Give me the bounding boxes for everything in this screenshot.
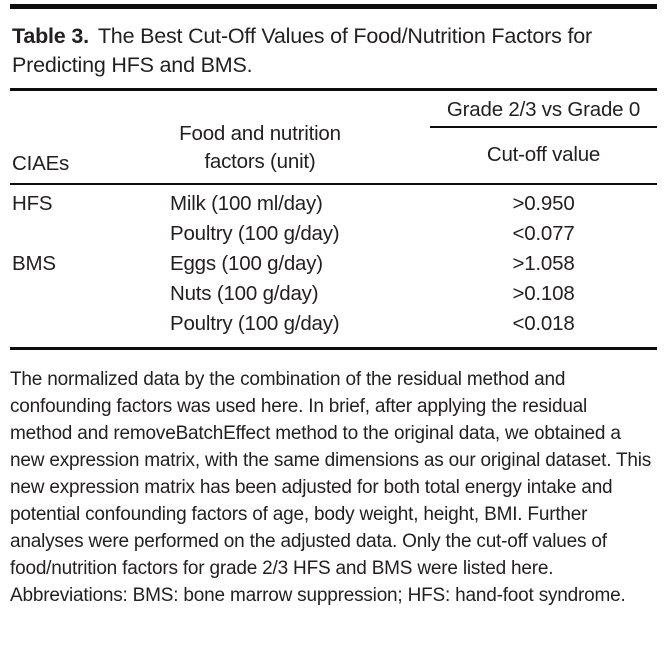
cell-factor: Poultry (100 g/day) — [170, 312, 340, 335]
grade-underline-rule — [430, 125, 657, 128]
cell-ciae: HFS — [12, 192, 53, 215]
column-header-factors-line2: factors (unit) — [204, 149, 316, 173]
cell-factor: Milk (100 ml/day) — [170, 192, 323, 215]
header-rule — [10, 182, 657, 185]
table-footnotes: The normalized data by the combination o… — [10, 366, 654, 609]
footnote-text: The normalized data by the combination o… — [10, 368, 652, 579]
table-title: Table 3. The Best Cut-Off Values of Food/… — [12, 22, 612, 79]
abbreviations-text: Abbreviations: BMS: bone marrow suppress… — [10, 584, 626, 606]
top-rule — [10, 4, 657, 9]
cell-cutoff: <0.077 — [512, 222, 575, 245]
body-rule — [10, 347, 657, 350]
table-row: Poultry (100 g/day) <0.077 — [10, 219, 657, 249]
title-rule — [10, 88, 657, 91]
cell-cutoff: >0.108 — [512, 282, 575, 305]
table-title-text: The Best Cut-Off Values of Food/Nutritio… — [12, 24, 592, 77]
column-header-factors-line1: Food and nutrition — [179, 121, 341, 145]
table-row: Poultry (100 g/day) <0.018 — [10, 309, 657, 339]
span-header-grade: Grade 2/3 vs Grade 0 — [446, 97, 641, 121]
table-number-label: Table 3. — [12, 24, 89, 48]
cell-factor: Nuts (100 g/day) — [170, 282, 319, 305]
table-row: BMS Eggs (100 g/day) >1.058 — [10, 249, 657, 279]
cell-ciae: BMS — [12, 252, 56, 275]
column-header-ciaes: CIAEs — [12, 151, 70, 175]
table-row: HFS Milk (100 ml/day) >0.950 — [10, 189, 657, 219]
cell-cutoff: >1.058 — [512, 252, 575, 275]
table-body: HFS Milk (100 ml/day) >0.950 Poultry (10… — [10, 185, 657, 347]
column-header-grade-group: Grade 2/3 vs Grade 0 Cut-off value — [368, 91, 657, 183]
column-header-cutoff: Cut-off value — [486, 142, 601, 166]
cell-factor: Eggs (100 g/day) — [170, 252, 323, 275]
table-header: CIAEs Food and nutrition factors (unit) … — [10, 91, 657, 183]
paper-table-container: Table 3. The Best Cut-Off Values of Food/… — [10, 4, 657, 609]
cell-cutoff: <0.018 — [512, 312, 575, 335]
column-header-factors: Food and nutrition factors (unit) — [130, 120, 368, 183]
cell-cutoff: >0.950 — [512, 192, 575, 215]
table-row: Nuts (100 g/day) >0.108 — [10, 279, 657, 309]
cell-factor: Poultry (100 g/day) — [170, 222, 340, 245]
